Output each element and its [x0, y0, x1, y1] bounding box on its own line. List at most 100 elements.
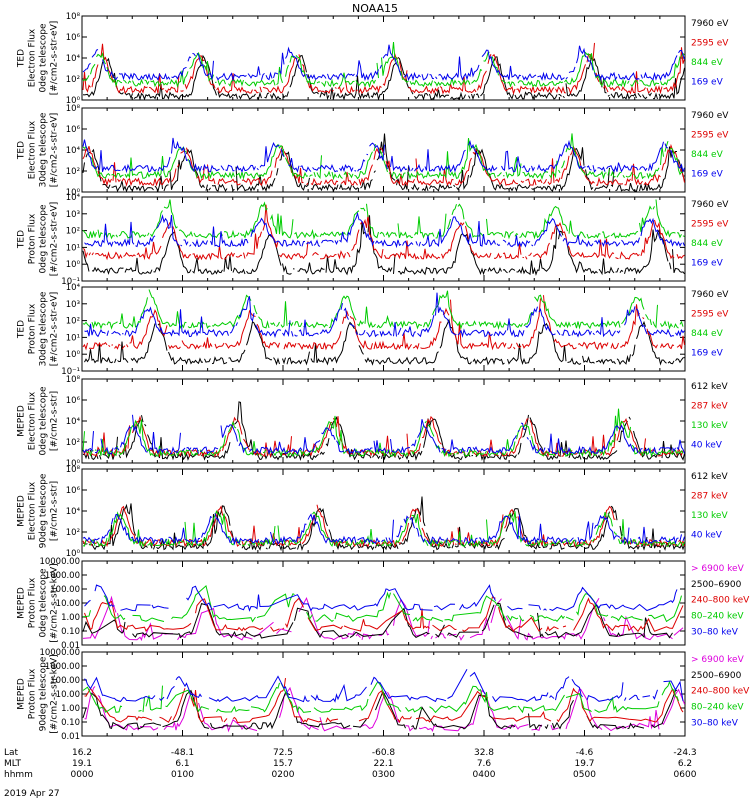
- x-tick-label: 15.7: [273, 759, 293, 769]
- y-tick-label: 10¹: [66, 333, 80, 343]
- x-tick-label: 6.1: [175, 759, 189, 769]
- legend-entry: 169 eV: [691, 349, 724, 359]
- panel-6: 10⁰ 10² 10⁴ 10⁶ 10⁸ MEPEDElectron Flux90deg t…: [17, 465, 729, 559]
- x-tick-label: 16.2: [72, 748, 92, 758]
- y-tick-label: 1.00: [61, 704, 80, 714]
- legend-entry: 30–80 keV: [691, 718, 739, 728]
- panels: 10⁰ 10² 10⁴ 10⁶ 10⁸ TEDElectron Flux0deg tele…: [17, 12, 750, 742]
- y-tick-label: 10.00: [56, 599, 80, 609]
- y-tick-label: 0.10: [61, 718, 80, 728]
- y-tick-label: 100.00: [50, 676, 80, 686]
- legend-entry: 844 eV: [691, 150, 724, 160]
- y-tick-label: 10⁰: [66, 96, 81, 106]
- y-tick-label: 10⁰: [66, 549, 81, 559]
- x-tick-label: 32.8: [474, 748, 494, 758]
- series-trace: [82, 137, 685, 174]
- panel-frame: [81, 286, 686, 372]
- y-tick-label: 1.00: [61, 613, 80, 623]
- panel-frame: [81, 468, 686, 554]
- x-tick-label: -48.1: [171, 748, 194, 758]
- x-tick-label: 0600: [674, 770, 697, 780]
- panel-7: 0.01 0.10 1.00 10.00 100.00 1000.00 10000.00ME…: [17, 557, 750, 651]
- legend-entry: 2595 eV: [691, 39, 729, 49]
- y-tick-label: 1000.00: [45, 571, 80, 581]
- y-tick-label: 10⁶: [66, 486, 81, 496]
- y-tick-label: 10⁻¹: [61, 277, 80, 287]
- y-tick-label: 10⁴: [66, 54, 81, 64]
- x-row-label: MLT: [4, 759, 22, 769]
- series-trace: [82, 513, 685, 546]
- series-trace: [82, 295, 685, 351]
- panel-8: 0.01 0.10 1.00 10.00 100.00 1000.00 10000.00ME…: [17, 648, 750, 742]
- y-tick-label: 10⁸: [66, 375, 81, 385]
- y-tick-label: 100.00: [50, 585, 80, 595]
- series-trace: [84, 678, 684, 724]
- date-label: 2019 Apr 27: [4, 789, 60, 799]
- y-tick-label: 10²: [66, 317, 80, 327]
- legend-entry: 80–240 keV: [691, 612, 744, 622]
- panel-4: 10⁻¹ 10⁰ 10¹ 10² 10³ 10⁴ TEDProton Flux30deg t…: [17, 283, 730, 377]
- x-tick-label: 19.7: [574, 759, 594, 769]
- series-trace: [84, 318, 685, 366]
- legend-entry: 169 eV: [691, 259, 724, 269]
- legend-entry: 2595 eV: [691, 131, 729, 141]
- y-axis-label: TEDElectron Flux0deg telescope[#/cm2-s-s…: [17, 21, 60, 96]
- series-trace: [82, 414, 685, 456]
- y-tick-label: 10⁰: [66, 188, 81, 198]
- x-tick-label: 0300: [372, 770, 395, 780]
- legend-entry: 40 keV: [691, 531, 723, 541]
- y-tick-label: 10⁴: [66, 146, 81, 156]
- y-tick-label: 10⁴: [66, 507, 81, 517]
- y-tick-label: 10⁻¹: [61, 367, 80, 377]
- y-axis-label: TEDProton Flux0deg telescope[#/cm2-s-str…: [17, 202, 60, 277]
- y-tick-label: 10³: [66, 210, 80, 220]
- series-trace: [82, 54, 685, 100]
- legend-entry: 80–240 keV: [691, 703, 744, 713]
- series-trace: [84, 211, 685, 249]
- legend-entry: 844 eV: [691, 239, 724, 249]
- x-axis-labels: 2019 Apr 27 LatMLThhmm16.219.10000-48.16…: [4, 748, 697, 799]
- x-tick-label: -60.8: [372, 748, 396, 758]
- y-tick-label: 10⁸: [66, 12, 81, 22]
- series-trace: [82, 44, 685, 82]
- series-trace: [82, 133, 685, 192]
- y-tick-label: 10²: [66, 438, 80, 448]
- y-tick-label: 10⁰: [66, 350, 81, 360]
- x-tick-label: 22.1: [373, 759, 393, 769]
- legend-entry: 7960 eV: [691, 19, 729, 29]
- legend-entry: 169 eV: [691, 170, 724, 180]
- y-tick-label: 10⁸: [66, 465, 81, 475]
- y-tick-label: 10000.00: [39, 648, 80, 658]
- legend-entry: 40 keV: [691, 441, 723, 451]
- legend-entry: 287 keV: [691, 492, 728, 502]
- legend-entry: 130 keV: [691, 511, 728, 521]
- y-tick-label: 0.10: [61, 627, 80, 637]
- x-tick-label: -24.3: [673, 748, 696, 758]
- legend-entry: 169 eV: [691, 78, 724, 88]
- panel-frame: [81, 196, 686, 282]
- panel-1: 10⁰ 10² 10⁴ 10⁶ 10⁸ TEDElectron Flux0deg tele…: [17, 12, 730, 106]
- legend-entry: 2500–6900: [691, 671, 742, 681]
- legend-entry: > 6900 keV: [691, 655, 745, 665]
- y-tick-label: 10⁰: [66, 260, 81, 270]
- y-axis-label: TEDProton Flux30deg telescope[#/cm2-s-st…: [17, 291, 60, 366]
- panel-3: 10⁻¹ 10⁰ 10¹ 10² 10³ 10⁴ TEDProton Flux0deg te…: [17, 193, 730, 287]
- y-axis-label: MEPEDProton Flux90deg telescope[#/cm2-s-…: [17, 654, 60, 733]
- legend-entry: 844 eV: [691, 329, 724, 339]
- legend-entry: 30–80 keV: [691, 627, 739, 637]
- y-axis-label: MEPEDElectron Flux0deg telescope[#/cm2-s…: [17, 386, 60, 456]
- legend-entry: 130 keV: [691, 421, 728, 431]
- series-trace: [82, 204, 685, 261]
- x-tick-label: 72.5: [273, 748, 293, 758]
- panel-2: 10⁰ 10² 10⁴ 10⁶ 10⁸ TEDElectron Flux30deg tel…: [17, 104, 730, 198]
- y-tick-label: 10²: [66, 227, 80, 237]
- legend-entry: 240–800 keV: [691, 596, 750, 606]
- legend-entry: > 6900 keV: [691, 564, 745, 574]
- legend-entry: 2595 eV: [691, 220, 729, 230]
- x-tick-label: 0400: [473, 770, 496, 780]
- series-trace: [84, 584, 678, 612]
- legend-entry: 844 eV: [691, 58, 724, 68]
- y-tick-label: 10⁶: [66, 396, 81, 406]
- figure-title: NOAA15: [352, 2, 398, 15]
